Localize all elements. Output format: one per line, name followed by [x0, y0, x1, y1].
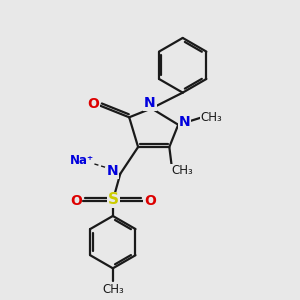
Text: CH₃: CH₃: [201, 111, 222, 124]
Text: O: O: [144, 194, 156, 208]
Text: S: S: [108, 192, 119, 207]
Text: N: N: [107, 164, 119, 178]
Text: CH₃: CH₃: [171, 164, 193, 177]
Text: O: O: [87, 97, 99, 111]
Text: O: O: [70, 194, 82, 208]
Text: N: N: [144, 96, 156, 110]
Text: CH₃: CH₃: [102, 283, 124, 296]
Text: Na⁺: Na⁺: [70, 154, 94, 167]
Text: N: N: [179, 116, 190, 129]
